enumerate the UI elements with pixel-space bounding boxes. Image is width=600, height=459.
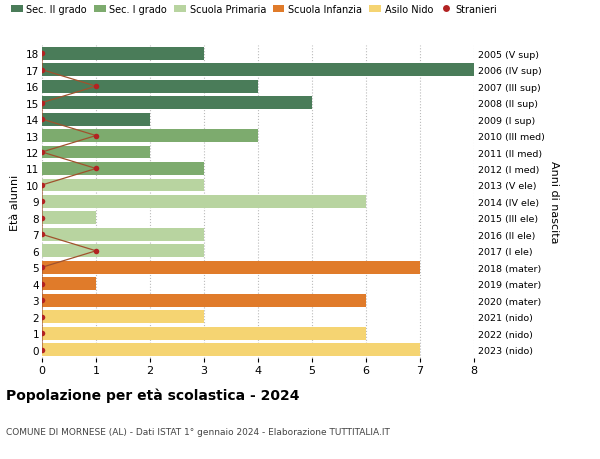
Bar (42, 294, 366, 307)
Point (91, 165, 101, 173)
Point (37, 215, 47, 222)
Bar (42, 343, 420, 356)
Bar (42, 97, 312, 110)
Y-axis label: Età alunni: Età alunni (10, 174, 20, 230)
Point (37, 198, 47, 206)
Point (37, 100, 47, 107)
Point (37, 149, 47, 157)
Bar (42, 146, 150, 159)
Bar (42, 196, 366, 208)
Point (37, 313, 47, 321)
Point (37, 50, 47, 58)
Point (37, 346, 47, 353)
Bar (42, 81, 258, 93)
Bar (42, 48, 204, 61)
Bar (42, 130, 258, 143)
Point (37, 264, 47, 271)
Bar (42, 278, 96, 291)
Bar (42, 229, 204, 241)
Point (91, 83, 101, 90)
Bar (42, 311, 204, 323)
Point (37, 67, 47, 74)
Point (91, 247, 101, 255)
Bar (42, 113, 150, 126)
Point (37, 231, 47, 239)
Text: COMUNE DI MORNESE (AL) - Dati ISTAT 1° gennaio 2024 - Elaborazione TUTTITALIA.IT: COMUNE DI MORNESE (AL) - Dati ISTAT 1° g… (6, 427, 390, 436)
Bar (42, 212, 96, 225)
Bar (42, 261, 420, 274)
Bar (42, 179, 204, 192)
Text: Popolazione per età scolastica - 2024: Popolazione per età scolastica - 2024 (6, 388, 299, 403)
Y-axis label: Anni di nascita: Anni di nascita (549, 161, 559, 243)
Point (37, 297, 47, 304)
Point (37, 330, 47, 337)
Point (37, 280, 47, 288)
Bar (42, 245, 204, 257)
Point (91, 133, 101, 140)
Bar (42, 327, 366, 340)
Point (37, 116, 47, 123)
Bar (42, 64, 474, 77)
Point (37, 182, 47, 189)
Legend: Sec. II grado, Sec. I grado, Scuola Primaria, Scuola Infanzia, Asilo Nido, Stran: Sec. II grado, Sec. I grado, Scuola Prim… (11, 5, 497, 15)
Bar (42, 162, 204, 175)
